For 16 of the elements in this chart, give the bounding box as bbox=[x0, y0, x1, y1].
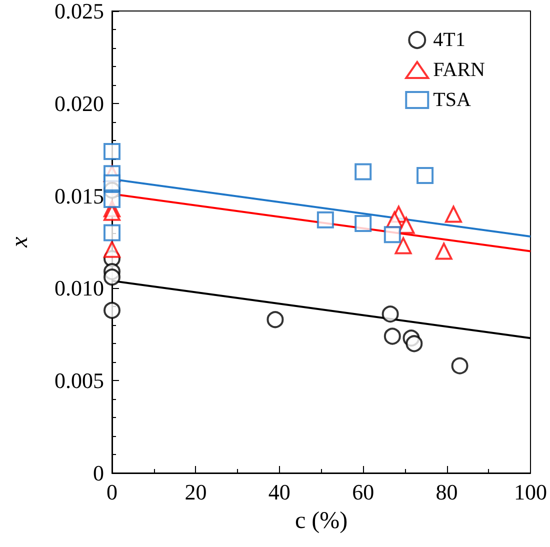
x-tick-label: 60 bbox=[352, 480, 374, 504]
x-tick-label: 80 bbox=[436, 480, 458, 504]
y-tick-label: 0.015 bbox=[54, 183, 104, 208]
y-tick-label: 0 bbox=[93, 460, 104, 486]
x-axis-title: c (%) bbox=[294, 508, 348, 534]
x-tick-label: 100 bbox=[514, 480, 547, 504]
y-tick-label: 0.025 bbox=[54, 0, 104, 24]
legend-label: TSA bbox=[433, 89, 472, 111]
y-tick-label: 0.020 bbox=[54, 90, 104, 116]
legend-label: FARN bbox=[433, 59, 486, 81]
x-tick-label: 40 bbox=[268, 480, 290, 504]
y-tick-label: 0.010 bbox=[54, 276, 104, 301]
x-tick-label: 20 bbox=[184, 480, 207, 504]
y-tick-label: 0.005 bbox=[54, 368, 104, 394]
y-axis-title: x bbox=[7, 236, 33, 248]
legend-label: 4T1 bbox=[433, 29, 466, 51]
